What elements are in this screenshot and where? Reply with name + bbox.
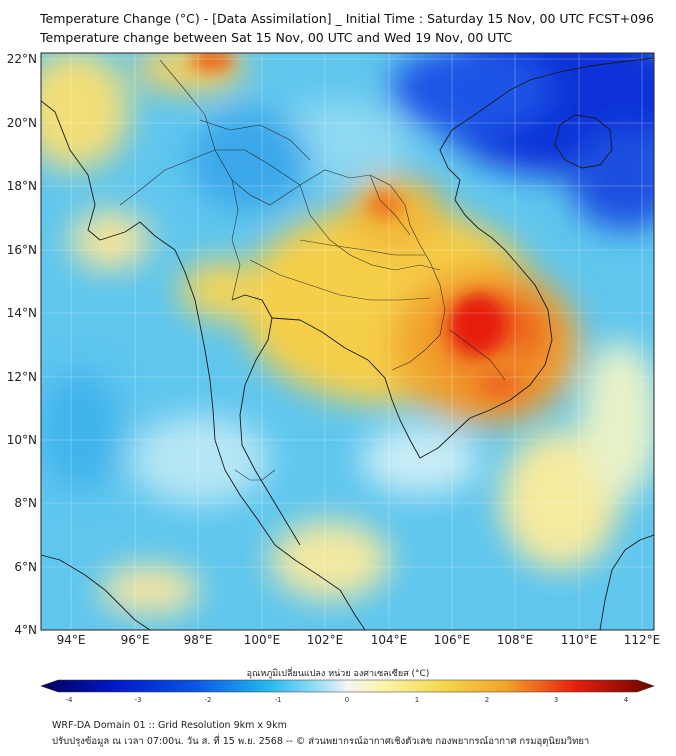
lon-label: 100°E — [244, 633, 281, 647]
footer-credit: ปรับปรุงข้อมูล ณ เวลา 07:00น. วัน ส. ที่… — [52, 736, 590, 747]
colorbar — [40, 679, 655, 693]
footer-domain-info: WRF-DA Domain 01 :: Grid Resolution 9km … — [52, 720, 287, 731]
lat-label: 22°N — [7, 52, 37, 66]
lon-label: 98°E — [184, 633, 213, 647]
temperature-field — [41, 53, 654, 630]
colorbar-tick: -2 — [205, 696, 212, 704]
colorbar-tick: 0 — [345, 696, 349, 704]
colorbar-tick: 2 — [485, 696, 489, 704]
lat-label: 18°N — [7, 179, 37, 193]
lat-label: 14°N — [7, 306, 37, 320]
lon-label: 106°E — [434, 633, 471, 647]
lat-label: 12°N — [7, 370, 37, 384]
colorbar-label: อุณหภูมิเปลี่ยนแปลง หน่วย องศาเซลเซียส (… — [246, 669, 430, 679]
lon-label: 102°E — [307, 633, 344, 647]
lat-label: 16°N — [7, 243, 37, 257]
colorbar-tick: 4 — [624, 696, 629, 704]
lon-axis: 94°E 96°E 98°E 100°E 102°E 104°E 106°E 1… — [57, 633, 661, 647]
colorbar-tick: -4 — [66, 696, 74, 704]
gridlines — [41, 53, 654, 630]
lon-label: 108°E — [497, 633, 534, 647]
lon-label: 104°E — [371, 633, 408, 647]
lat-label: 4°N — [14, 623, 37, 637]
lat-label: 20°N — [7, 116, 37, 130]
colorbar-tick: 3 — [554, 696, 558, 704]
map-subtitle: Temperature change between Sat 15 Nov, 0… — [40, 30, 513, 45]
lon-label: 94°E — [57, 633, 86, 647]
lat-label: 6°N — [14, 560, 37, 574]
map-frame — [40, 52, 655, 631]
lat-label: 8°N — [14, 496, 37, 510]
colorbar-tick: 1 — [415, 696, 419, 704]
lon-label: 110°E — [561, 633, 598, 647]
lon-label: 96°E — [121, 633, 150, 647]
lon-label: 112°E — [624, 633, 661, 647]
colorbar-tick: -3 — [135, 696, 142, 704]
lat-axis: 22°N 20°N 18°N 16°N 14°N 12°N 10°N 8°N 6… — [7, 52, 37, 637]
map-title: Temperature Change (°C) - [Data Assimila… — [40, 11, 655, 26]
borders — [119, 59, 506, 481]
colorbar-tick: -1 — [275, 696, 282, 704]
colorbar-ticks: -4 -3 -2 -1 0 1 2 3 4 — [66, 696, 629, 704]
coastlines — [41, 57, 654, 630]
lat-label: 10°N — [7, 433, 37, 447]
